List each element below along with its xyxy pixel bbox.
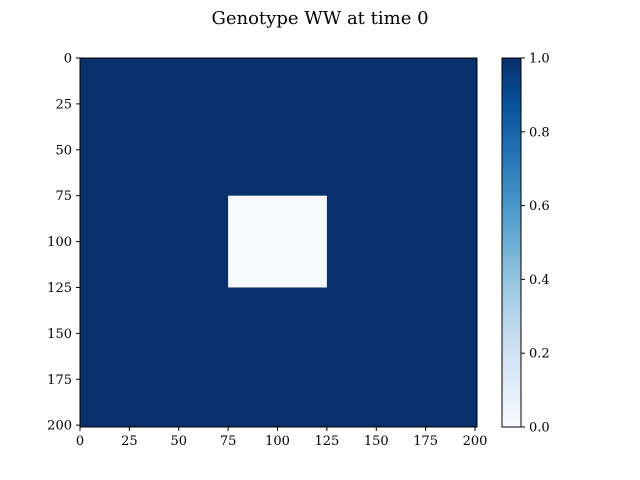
y-tick-label: 175 <box>47 373 72 388</box>
colorbar-tick: 0.4 <box>521 273 550 288</box>
x-tick: 200 <box>463 427 488 449</box>
y-tick: 100 <box>47 235 80 250</box>
x-tick: 50 <box>170 427 187 449</box>
colorbar-tick: 0.6 <box>521 199 550 214</box>
colorbar-tick-label: 0.4 <box>529 273 550 288</box>
colorbar-tick: 0.0 <box>521 421 550 436</box>
x-tick: 0 <box>76 427 84 449</box>
y-tick: 75 <box>55 189 80 204</box>
colorbar-tick-label: 0.0 <box>529 421 550 436</box>
colorbar-tick: 0.2 <box>521 347 550 362</box>
x-tick-label: 50 <box>170 434 187 449</box>
y-tick: 175 <box>47 373 80 388</box>
x-tick-label: 150 <box>364 434 389 449</box>
x-tick-label: 100 <box>265 434 290 449</box>
heatmap-region-0 <box>228 195 327 288</box>
colorbar-tick: 0.8 <box>521 125 550 140</box>
plot-frame <box>79 57 478 428</box>
x-tick: 125 <box>314 427 339 449</box>
colorbar-tick-label: 0.8 <box>529 125 550 140</box>
y-tick: 0 <box>64 52 80 67</box>
x-tick-label: 75 <box>220 434 237 449</box>
y-tick-label: 200 <box>47 419 72 434</box>
y-tick: 200 <box>47 419 80 434</box>
y-tick: 125 <box>47 281 80 296</box>
x-tick-label: 200 <box>463 434 488 449</box>
y-tick-label: 150 <box>47 327 72 342</box>
x-tick: 25 <box>121 427 138 449</box>
x-tick-label: 25 <box>121 434 138 449</box>
y-tick-label: 50 <box>55 143 72 158</box>
y-tick-label: 25 <box>55 97 72 112</box>
y-tick-label: 0 <box>64 52 72 67</box>
y-tick: 150 <box>47 327 80 342</box>
colorbar-tick-label: 1.0 <box>529 52 550 67</box>
colorbar-tick-label: 0.2 <box>529 347 550 362</box>
y-tick-label: 125 <box>47 281 72 296</box>
x-tick: 175 <box>413 427 438 449</box>
colorbar-tick-label: 0.6 <box>529 199 550 214</box>
x-tick: 150 <box>364 427 389 449</box>
y-tick: 50 <box>55 143 80 158</box>
x-tick-label: 175 <box>413 434 438 449</box>
x-tick: 75 <box>220 427 237 449</box>
chart-title: Genotype WW at time 0 <box>211 8 428 29</box>
colorbar-tick: 1.0 <box>521 52 550 67</box>
y-tick-label: 100 <box>47 235 72 250</box>
y-tick: 25 <box>55 97 80 112</box>
x-tick-label: 125 <box>314 434 339 449</box>
x-tick: 100 <box>265 427 290 449</box>
colorbar <box>501 57 522 428</box>
y-tick-label: 75 <box>55 189 72 204</box>
x-tick-label: 0 <box>76 434 84 449</box>
